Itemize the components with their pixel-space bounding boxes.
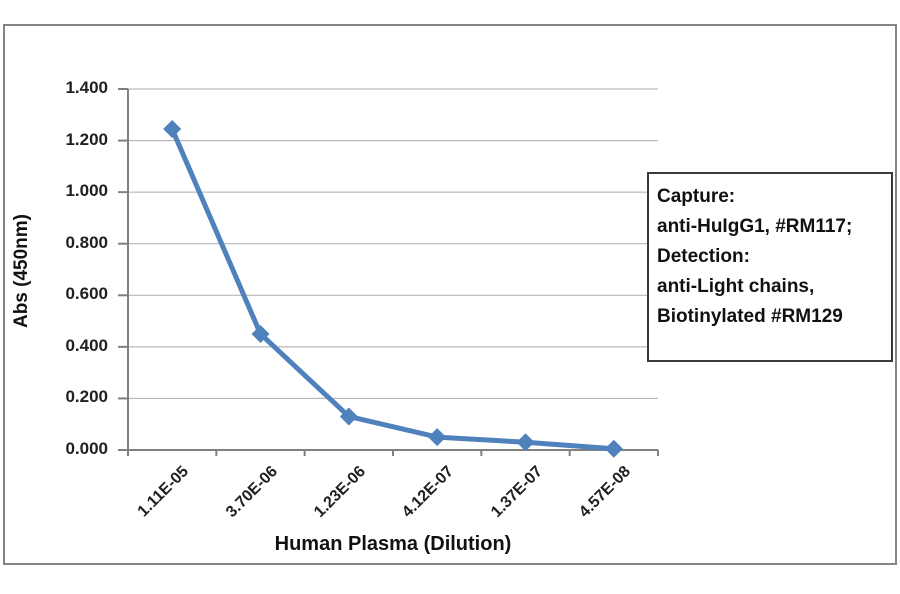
data-point-marker (516, 433, 535, 452)
annotation-line: Biotinylated #RM129 (657, 306, 843, 327)
data-point-marker (604, 439, 623, 458)
annotation-line: Capture: (657, 186, 736, 207)
y-tick-label: 0.200 (65, 387, 108, 407)
y-tick-label: 1.400 (65, 78, 108, 97)
annotation-line: anti-Light chains, (657, 276, 815, 297)
data-point-marker (428, 428, 447, 447)
series-line (169, 126, 617, 452)
y-tick-label: 0.800 (65, 232, 108, 252)
y-tick-label: 0.400 (65, 335, 108, 355)
y-tick-label: 1.000 (65, 181, 108, 201)
y-axis-title: Abs (450nm) (11, 213, 32, 329)
data-point-marker (163, 119, 182, 138)
data-point-marker (251, 324, 270, 343)
y-tick-label: 0.000 (65, 439, 108, 458)
annotation-box: Capture: anti-HuIgG1, #RM117; Detection:… (647, 172, 893, 362)
annotation-line: Detection: (657, 246, 750, 267)
y-tick-label: 0.600 (65, 284, 108, 304)
x-axis-title: Human Plasma (Dilution) (274, 533, 512, 555)
annotation-line: anti-HuIgG1, #RM117; (657, 216, 853, 237)
y-tick-label: 1.200 (65, 129, 108, 149)
data-point-marker (339, 407, 358, 426)
